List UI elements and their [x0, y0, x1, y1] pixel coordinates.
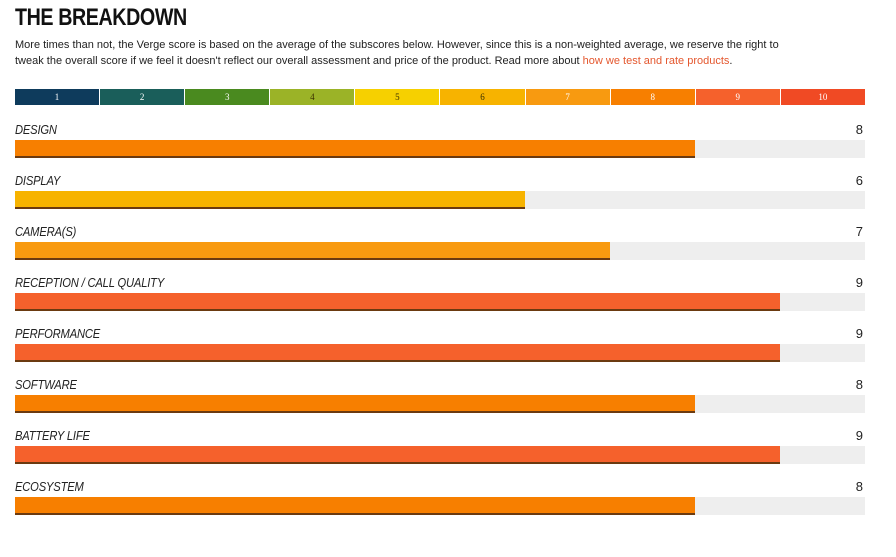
subscore-bar-fill — [15, 242, 610, 260]
subscore-value: 9 — [855, 275, 863, 290]
subscore-bar-track — [15, 140, 865, 158]
subscore-label: DISPLAY — [15, 173, 61, 188]
intro-text: More times than not, the Verge score is … — [15, 39, 779, 67]
subscore-label: PERFORMANCE — [15, 326, 101, 341]
score-scale-legend: 1 2 3 4 5 6 7 8 9 10 — [15, 89, 865, 105]
how-we-test-link[interactable]: how we test and rate products — [582, 55, 730, 67]
subscore-bar-fill — [15, 344, 780, 362]
subscore-value: 7 — [855, 224, 863, 239]
subscore-value: 8 — [855, 122, 863, 137]
scale-cell-10: 10 — [780, 89, 865, 105]
subscore-bar-fill — [15, 497, 695, 515]
subscore-bar-track — [15, 344, 865, 362]
subscore-bar-fill — [15, 395, 695, 413]
subscore-row: SOFTWARE 8 — [15, 375, 865, 426]
subscore-row: PERFORMANCE 9 — [15, 324, 865, 375]
subscore-bar-fill — [15, 446, 780, 464]
scale-cell-9: 9 — [695, 89, 781, 105]
subscore-row: ECOSYSTEM 8 — [15, 477, 865, 528]
subscore-label: RECEPTION / CALL QUALITY — [15, 275, 165, 290]
scale-cell-1: 1 — [15, 89, 101, 105]
scale-cell-6: 6 — [440, 89, 526, 105]
subscore-row: DESIGN 8 — [15, 120, 865, 171]
scale-cell-5: 5 — [355, 89, 441, 105]
scale-cell-3: 3 — [185, 89, 271, 105]
subscore-bar-track — [15, 446, 865, 464]
subscore-label: BATTERY LIFE — [15, 428, 90, 443]
subscore-row: BATTERY LIFE 9 — [15, 426, 865, 477]
subscore-label: SOFTWARE — [15, 377, 77, 392]
subscore-value: 6 — [855, 173, 863, 188]
subscore-bar-fill — [15, 140, 695, 158]
scale-cell-2: 2 — [100, 89, 186, 105]
subscore-value: 8 — [855, 377, 863, 392]
intro-paragraph: More times than not, the Verge score is … — [15, 37, 795, 69]
subscore-bar-track — [15, 395, 865, 413]
section-title: THE BREAKDOWN — [15, 4, 187, 31]
subscore-row: RECEPTION / CALL QUALITY 9 — [15, 273, 865, 324]
subscore-list: DESIGN 8 DISPLAY 6 CAMERA(S) 7 RECEPTION / CAL… — [15, 120, 865, 528]
subscore-bar-track — [15, 242, 865, 260]
subscore-value: 9 — [855, 326, 863, 341]
subscore-bar-track — [15, 497, 865, 515]
subscore-row: CAMERA(S) 7 — [15, 222, 865, 273]
scale-cell-7: 7 — [525, 89, 611, 105]
subscore-row: DISPLAY 6 — [15, 171, 865, 222]
subscore-bar-track — [15, 191, 865, 209]
subscore-bar-fill — [15, 293, 780, 311]
subscore-value: 9 — [855, 428, 863, 443]
subscore-value: 8 — [855, 479, 863, 494]
breakdown-header: THE BREAKDOWN More times than not, the V… — [15, 4, 865, 105]
scale-cell-8: 8 — [610, 89, 696, 105]
intro-end: . — [729, 55, 733, 67]
subscore-bar-track — [15, 293, 865, 311]
subscore-label: CAMERA(S) — [15, 224, 77, 239]
subscore-bar-fill — [15, 191, 525, 209]
subscore-label: DESIGN — [15, 122, 57, 137]
subscore-label: ECOSYSTEM — [15, 479, 84, 494]
scale-cell-4: 4 — [270, 89, 356, 105]
